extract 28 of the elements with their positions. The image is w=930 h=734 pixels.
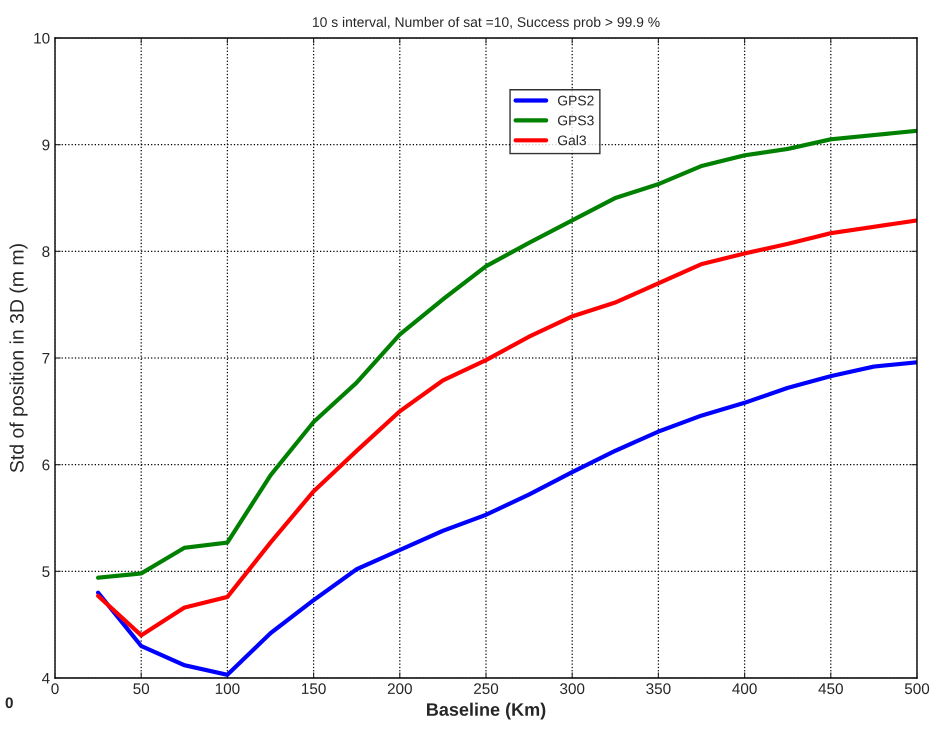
x-axis-title: Baseline (Km): [427, 702, 546, 720]
y-tick-label: 8: [42, 246, 50, 258]
line-series: [96, 218, 917, 638]
x-tick-label: 350: [646, 683, 671, 694]
y-tick-label: 10: [34, 32, 50, 44]
x-tick-label: 400: [732, 683, 757, 694]
legend-label: Gal3: [558, 135, 586, 146]
chart-title: 10 s interval, Number of sat =10, Success prob > 99.9 %: [312, 16, 660, 30]
x-tick-label: 450: [818, 683, 843, 694]
y-tick-label: 6: [42, 460, 50, 470]
x-tick-label: 250: [474, 683, 498, 694]
legend-label: GPS3: [558, 116, 594, 126]
y-tick-label: 5: [42, 566, 50, 578]
text: 0: [6, 697, 13, 708]
x-tick-label: 50: [133, 683, 150, 694]
x-tick-label: 500: [904, 683, 930, 694]
line-series: [96, 128, 917, 580]
x-tick-label: 100: [216, 683, 240, 694]
y-tick-label: 7: [42, 353, 50, 364]
line-series: [96, 360, 917, 677]
x-tick-label: 300: [560, 683, 584, 694]
x-tick-label: 200: [388, 683, 412, 694]
legend-label: GPS2: [558, 96, 594, 106]
x-tick-label: 0: [51, 683, 59, 694]
x-tick-label: 150: [302, 683, 326, 694]
y-tick-label: 9: [42, 140, 50, 150]
y-axis-title: Std of position in 3D (m m): [9, 244, 28, 472]
y-tick-label: 4: [42, 673, 50, 684]
